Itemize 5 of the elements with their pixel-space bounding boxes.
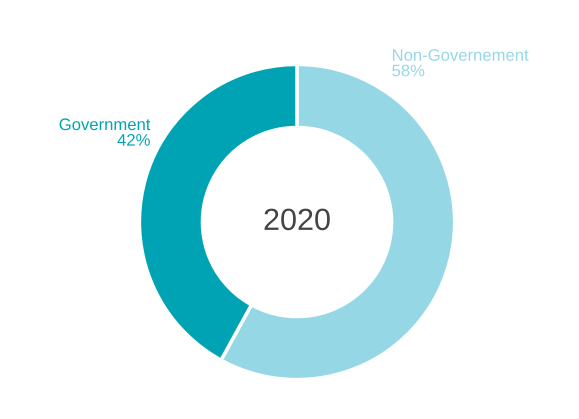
- text: 2020: [264, 208, 330, 230]
- data-label: 42%: [117, 134, 150, 146]
- data-label: 58%: [392, 64, 424, 76]
- slice-label: Government: [60, 118, 150, 130]
- slice-label: Non-Governement: [392, 49, 529, 61]
